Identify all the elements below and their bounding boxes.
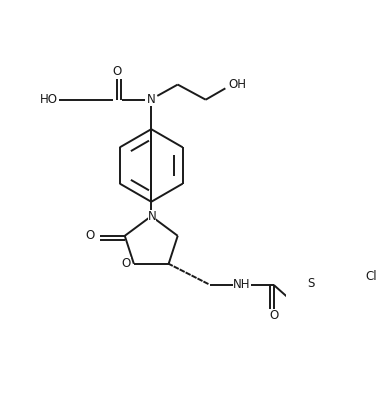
Text: O: O xyxy=(113,65,122,78)
Text: Cl: Cl xyxy=(366,270,377,284)
Text: O: O xyxy=(122,257,131,270)
Text: N: N xyxy=(148,209,156,223)
Text: N: N xyxy=(147,93,156,106)
Text: S: S xyxy=(308,277,315,290)
Text: O: O xyxy=(85,229,94,242)
Text: NH: NH xyxy=(233,278,251,291)
Text: HO: HO xyxy=(39,93,57,106)
Text: OH: OH xyxy=(228,78,246,91)
Text: O: O xyxy=(269,310,278,322)
